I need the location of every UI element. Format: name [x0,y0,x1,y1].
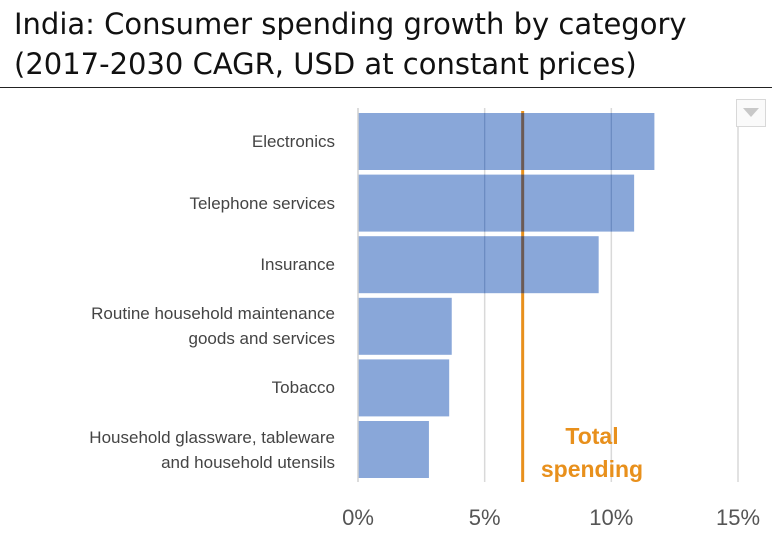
category-label-5-line-1: and household utensils [161,452,335,472]
chart-options-dropdown[interactable] [736,99,766,127]
category-label-3: Routine household maintenance goods and s… [5,301,335,351]
reference-label-line1: Total [565,423,619,449]
x-tick-label-3: 15% [715,505,761,530]
title-divider [0,87,772,88]
category-label-1-line-0: Telephone services [189,193,335,213]
reference-line-label: Total spending [522,420,662,486]
chart-title-line2: (2017-2030 CAGR, USD at constant prices) [14,47,637,81]
bar-0 [358,113,655,170]
category-label-4-line-0: Tobacco [271,378,335,398]
category-label-2-line-0: Insurance [260,255,335,275]
x-tick-label-1: 5% [468,505,501,530]
reference-label-line2: spending [540,456,644,482]
chevron-down-icon [743,108,759,117]
category-label-0-line-0: Electronics [251,132,335,151]
category-label-3-line-1: goods and services [188,329,335,349]
category-label-0: Electronics [5,129,335,154]
category-label-3-line-0: Routine household maintenance [91,304,335,324]
bar-5 [358,421,429,478]
category-label-1: Telephone services [5,191,335,216]
x-tick-label-2: 10% [589,505,634,530]
chart-title-line1: India: Consumer spending growth by categ… [14,7,687,41]
bar-3 [358,297,452,355]
category-label-5: Household glassware, tableware and househ… [5,425,335,475]
bar-2 [358,236,599,294]
category-label-5-line-0: Household glassware, tableware [89,427,335,447]
category-label-4: Tobacco [5,375,335,400]
chart-title: India: Consumer spending growth by categ… [14,4,764,84]
category-label-2: Insurance [5,252,335,277]
x-tick-label-0: 0% [342,505,374,530]
bar-1 [358,174,635,232]
bar-4 [358,359,450,417]
